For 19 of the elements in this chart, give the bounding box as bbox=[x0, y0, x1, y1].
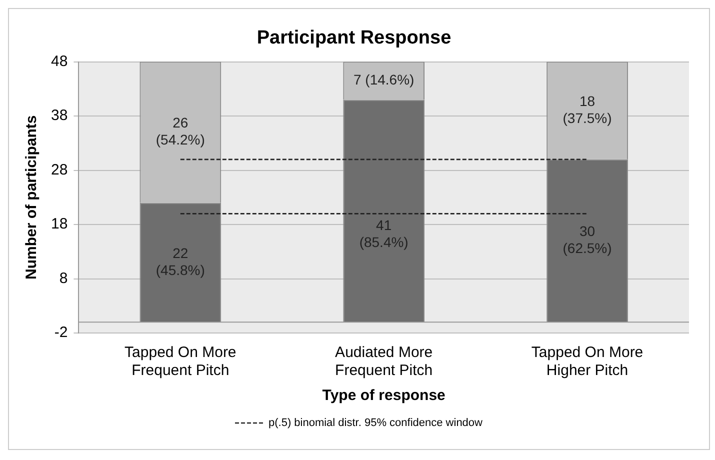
y-tick-label: 38 bbox=[50, 107, 68, 124]
data-label: 30 (62.5%) bbox=[562, 223, 612, 256]
data-label: 26 (54.2%) bbox=[156, 114, 205, 148]
y-tick-label: -2 bbox=[54, 324, 68, 342]
x-tick-label: Tapped On More Higher Pitch bbox=[531, 344, 644, 380]
x-axis-title: Type of response bbox=[322, 387, 446, 404]
data-label: 22 (45.8%) bbox=[156, 244, 205, 278]
y-tick-label: 8 bbox=[59, 270, 68, 287]
data-label: 7 (14.6%) bbox=[353, 72, 414, 88]
y-axis-title: Number of participants bbox=[23, 115, 40, 280]
chart-title: Participant Response bbox=[256, 28, 452, 49]
legend-label: p(.5) binomial distr. 95% confidence window bbox=[268, 417, 482, 429]
x-tick-label: Tapped On More Frequent Pitch bbox=[124, 344, 236, 380]
data-label: 41 (85.4%) bbox=[359, 217, 408, 250]
y-tick-label: 28 bbox=[50, 161, 68, 178]
data-label: 18 (37.5%) bbox=[562, 92, 612, 126]
y-tick-label: 48 bbox=[50, 52, 68, 70]
y-tick-label: 18 bbox=[50, 216, 68, 233]
x-tick-label: Audiated More Frequent Pitch bbox=[335, 344, 433, 380]
